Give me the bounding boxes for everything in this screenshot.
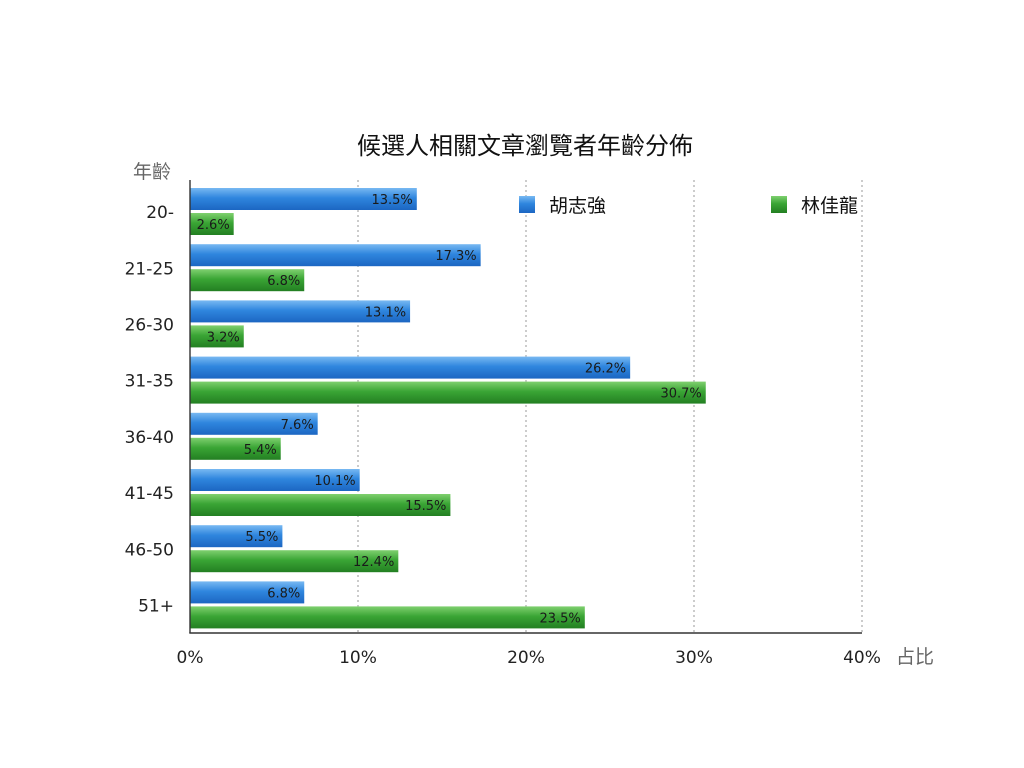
x-tick-label: 10% bbox=[339, 648, 377, 668]
category-label: 51+ bbox=[138, 597, 174, 617]
bar-hu-20- bbox=[190, 188, 417, 210]
bar-value-label: 15.5% bbox=[405, 499, 446, 514]
y-axis-label: 年齡 bbox=[133, 161, 171, 183]
bar-value-label: 5.5% bbox=[245, 530, 278, 545]
bar-hu-46-50 bbox=[190, 525, 283, 548]
bar-hu-21-25 bbox=[190, 244, 481, 267]
bar-value-label: 7.6% bbox=[281, 418, 314, 433]
x-tick-label: 20% bbox=[507, 648, 545, 668]
bar-hu-41-45 bbox=[190, 469, 360, 491]
bar-hu-26-30 bbox=[190, 300, 411, 323]
category-label: 41-45 bbox=[125, 484, 174, 504]
chart-title: 候選人相關文章瀏覽者年齡分佈 bbox=[357, 132, 693, 160]
labels: 0% 10% 20% 30% 40% 20- 21-25 26-30 31-35 36-40 41-… bbox=[125, 193, 881, 668]
bar-value-label: 10.1% bbox=[314, 474, 355, 489]
bar-lin-46-50 bbox=[190, 550, 399, 573]
bar-lin-31-35 bbox=[190, 381, 706, 404]
bar-value-label: 2.6% bbox=[197, 218, 230, 233]
axes bbox=[189, 180, 862, 634]
category-label: 20- bbox=[146, 203, 174, 223]
legend-label: 胡志強 bbox=[549, 195, 606, 217]
bar-lin-21-25 bbox=[190, 269, 305, 292]
bar-hu-36-40 bbox=[190, 412, 318, 435]
legend: 胡志強 林佳龍 bbox=[519, 195, 858, 217]
bar-lin-41-45 bbox=[190, 494, 451, 516]
category-label: 31-35 bbox=[125, 372, 174, 392]
bar-lin-26-30 bbox=[190, 325, 244, 348]
legend-label: 林佳龍 bbox=[801, 195, 858, 217]
bar-value-label: 26.2% bbox=[585, 362, 626, 377]
category-label: 21-25 bbox=[125, 259, 174, 279]
bar-value-label: 13.5% bbox=[371, 193, 412, 208]
bar-value-label: 12.4% bbox=[353, 555, 394, 570]
x-tick-label: 30% bbox=[675, 648, 713, 668]
bar-value-label: 3.2% bbox=[207, 330, 240, 345]
bar-value-label: 17.3% bbox=[435, 249, 476, 264]
category-label: 26-30 bbox=[125, 316, 174, 336]
bar-lin-20- bbox=[190, 213, 234, 235]
bar-value-label: 30.7% bbox=[660, 387, 701, 402]
category-label: 46-50 bbox=[125, 540, 174, 560]
x-tick-label: 40% bbox=[843, 648, 881, 668]
bar-value-label: 23.5% bbox=[539, 611, 580, 626]
bars bbox=[190, 188, 706, 629]
bar-hu-31-35 bbox=[190, 356, 631, 379]
x-tick-label: 0% bbox=[177, 648, 204, 668]
bar-lin-36-40 bbox=[190, 437, 281, 460]
bar-value-label: 6.8% bbox=[267, 586, 300, 601]
legend-swatch bbox=[771, 196, 787, 213]
x-axis-label: 占比 bbox=[896, 646, 934, 668]
bar-value-label: 13.1% bbox=[365, 305, 406, 320]
bar-value-label: 6.8% bbox=[267, 274, 300, 289]
category-label: 36-40 bbox=[125, 428, 174, 448]
legend-swatch bbox=[519, 196, 535, 213]
bar-hu-51+ bbox=[190, 581, 305, 604]
bar-value-label: 5.4% bbox=[244, 443, 277, 458]
bar-lin-51+ bbox=[190, 606, 585, 629]
